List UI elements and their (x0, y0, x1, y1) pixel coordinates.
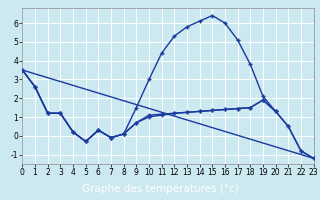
Text: Graphe des températures (°c): Graphe des températures (°c) (82, 183, 238, 194)
